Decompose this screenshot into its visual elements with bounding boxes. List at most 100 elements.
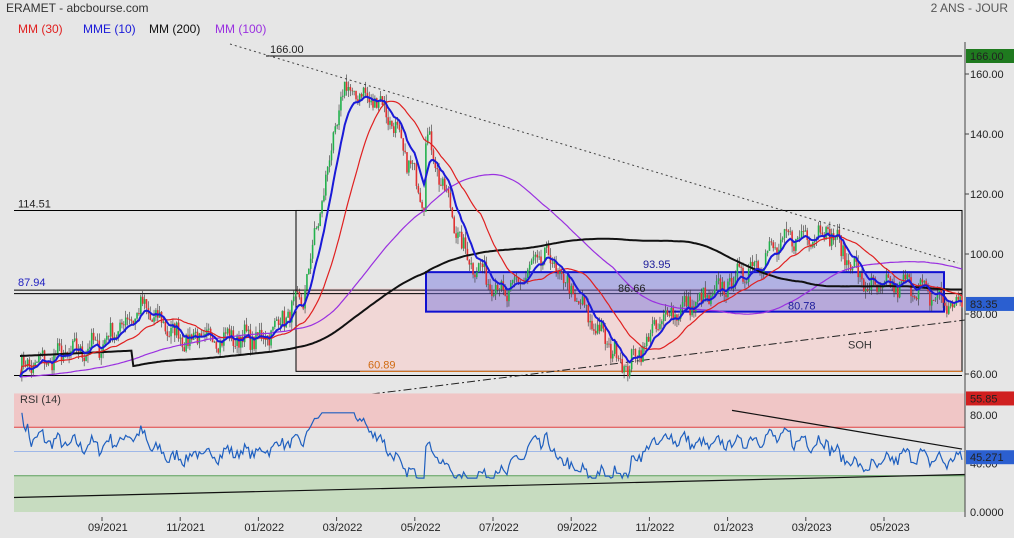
candle-body: [323, 195, 325, 202]
candle-body: [234, 345, 237, 347]
candle-body: [662, 314, 665, 322]
candle-body: [443, 178, 446, 191]
candle-body: [111, 323, 114, 341]
candle-body: [453, 217, 455, 234]
candle-body: [589, 320, 591, 323]
candle-body: [713, 289, 716, 294]
candle-body: [394, 121, 397, 134]
candle-body: [194, 331, 197, 333]
candle-body: [275, 319, 278, 321]
candle-body: [411, 163, 414, 164]
candle-body: [864, 289, 867, 292]
downtrend-line: [229, 43, 959, 264]
candle-body: [949, 302, 952, 307]
rsi-title: RSI (14): [20, 394, 61, 406]
level-label-61: 60.89: [368, 359, 396, 371]
candle-body: [177, 322, 180, 339]
candle-body: [432, 150, 435, 160]
uptrend-line: [339, 319, 966, 399]
candle-body: [447, 189, 450, 193]
candle-body: [362, 87, 365, 97]
badge-high-bg: [966, 49, 1014, 63]
candle-body: [38, 355, 40, 363]
candle-body: [164, 321, 167, 332]
candle-body: [536, 254, 539, 258]
candle-body: [623, 366, 625, 373]
candle-body: [500, 281, 503, 290]
candle-body: [534, 254, 537, 257]
candle-body: [825, 227, 827, 239]
candle-body: [817, 225, 820, 238]
candle-body: [151, 319, 153, 322]
candle-body: [664, 310, 667, 315]
candle-body: [408, 160, 410, 173]
candle-body: [861, 273, 863, 280]
candle-body: [319, 213, 321, 226]
candle-body: [834, 237, 837, 241]
candle-body: [398, 124, 401, 130]
level-label-88: 87.94: [18, 277, 46, 289]
candle-body: [506, 295, 508, 302]
candle-body: [483, 262, 486, 268]
candle-body: [315, 228, 318, 229]
candle-body: [123, 324, 125, 326]
candle-body: [136, 313, 138, 319]
candle-body: [704, 287, 707, 298]
rsi-resistance-line: [731, 409, 963, 450]
candle-body: [787, 230, 790, 233]
candle-body: [372, 100, 374, 108]
candle-body: [753, 262, 756, 267]
candle-body: [796, 237, 799, 240]
candle-body: [268, 335, 270, 346]
candle-body: [725, 294, 727, 298]
candle-body: [819, 225, 822, 233]
candle-body: [377, 100, 380, 108]
candle-body: [279, 323, 282, 325]
candle-body: [681, 302, 684, 307]
candle-body: [846, 260, 848, 266]
candle-body: [923, 280, 926, 283]
candle-body: [857, 261, 859, 278]
candle-body: [689, 296, 691, 316]
candle-body: [255, 332, 257, 350]
candle-body: [838, 229, 841, 236]
rsi-line: [21, 412, 963, 480]
candle-body: [917, 286, 920, 300]
candle-body: [827, 227, 829, 229]
candle-body: [887, 274, 890, 278]
candle-body: [285, 317, 287, 328]
candle-body: [451, 207, 454, 218]
candle-body: [604, 328, 607, 344]
chart-title: ERAMET - abcbourse.com: [6, 1, 149, 15]
candle-body: [406, 152, 408, 173]
candle-body: [844, 245, 846, 266]
candle-body: [947, 306, 950, 314]
candle-body: [304, 289, 306, 309]
candle-body: [723, 281, 725, 295]
candle-body: [143, 299, 146, 304]
candle-body: [128, 319, 131, 321]
candle-body: [666, 310, 669, 316]
candle-body: [634, 349, 637, 357]
candle-body: [375, 98, 378, 108]
candle-body: [532, 256, 535, 261]
candle-body: [781, 237, 784, 240]
candle-body: [104, 339, 106, 345]
candle-body: [594, 330, 597, 334]
candle-body: [730, 277, 733, 289]
candle-body: [28, 359, 31, 367]
candle-body: [153, 317, 155, 322]
candle-body: [274, 320, 276, 327]
candle-body: [955, 296, 958, 305]
candle-body: [729, 277, 731, 282]
candle-body: [355, 90, 357, 100]
candle-body: [179, 337, 182, 339]
candle-body: [908, 274, 910, 278]
candle-body: [525, 277, 527, 283]
candle-body: [317, 225, 320, 229]
x-tick-label: 01/2022: [244, 522, 284, 534]
candle-body: [249, 329, 252, 350]
x-tick-label: 05/2023: [870, 522, 910, 534]
candle-body: [457, 232, 459, 238]
candle-body: [721, 281, 724, 290]
